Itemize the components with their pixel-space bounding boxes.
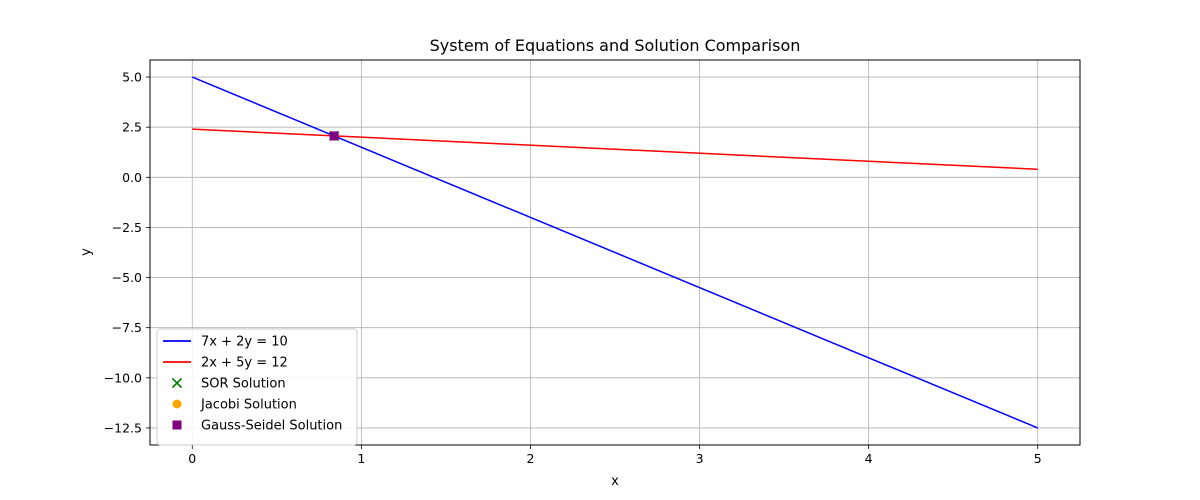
legend-marker-swatch	[171, 377, 183, 389]
legend-marker-swatch	[172, 399, 182, 409]
series-layer	[191, 76, 1039, 429]
x-axis-label: x	[611, 474, 619, 489]
legend-item: SOR Solution	[171, 377, 286, 392]
y-tick-label: −12.5	[104, 420, 142, 435]
chart-title: System of Equations and Solution Compari…	[430, 36, 801, 55]
y-tick-label: −10.0	[104, 370, 142, 385]
legend-label: Gauss-Seidel Solution	[201, 419, 342, 434]
y-tick-label: 0.0	[122, 170, 142, 185]
y-tick-label: −5.0	[112, 270, 142, 285]
y-tick-label: 5.0	[122, 70, 142, 85]
plot-frame	[149, 59, 1081, 446]
point-gauss-seidel-solution	[329, 131, 339, 141]
x-tick-label: 1	[357, 451, 365, 466]
legend-item: Jacobi Solution	[172, 398, 297, 413]
y-tick-label: −7.5	[112, 320, 142, 335]
legend-label: Jacobi Solution	[200, 398, 297, 413]
legend-item: 2x + 5y = 12	[163, 356, 288, 371]
x-tick-label: 2	[526, 451, 534, 466]
y-axis-label: y	[79, 248, 94, 256]
x-tick-label: 0	[188, 451, 196, 466]
legend: 7x + 2y = 10 2x + 5y = 12 SOR Solution Jaco…	[156, 328, 358, 446]
legend-marker-swatch	[172, 420, 182, 430]
ticks: 0 1 2 3 4 5 5.0 2.5 0.0 −2.5 −5.0 −7.5 −10.0 −12.5	[104, 70, 1042, 466]
y-tick-label: −2.5	[112, 220, 142, 235]
legend-item: 7x + 2y = 10	[163, 335, 288, 350]
x-tick-label: 4	[865, 451, 873, 466]
x-tick-label: 3	[696, 451, 704, 466]
x-tick-label: 5	[1034, 451, 1042, 466]
legend-item: Gauss-Seidel Solution	[172, 419, 342, 434]
y-tick-label: 2.5	[122, 120, 142, 135]
legend-label: 7x + 2y = 10	[201, 335, 288, 350]
legend-box	[156, 328, 358, 446]
legend-label: 2x + 5y = 12	[201, 356, 288, 371]
legend-label: SOR Solution	[201, 377, 286, 392]
